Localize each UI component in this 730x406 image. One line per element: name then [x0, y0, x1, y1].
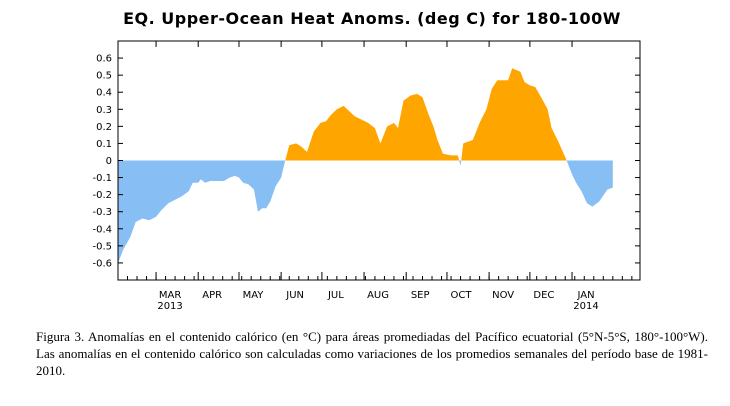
x-tick-label: APR: [202, 290, 222, 301]
plot-frame: [117, 40, 641, 281]
negative-area-segment-2: [459, 160, 462, 166]
negative-area-segment-0: [118, 160, 286, 263]
y-tick-label: -0.1: [92, 173, 112, 184]
y-axis: 0.6 0.5 0.4 0.3 0.2 0.1 0 -0.1 -0.2 -0.3 -0.4 -0.5 -…: [92, 54, 640, 269]
y-tick-label: -0.5: [92, 241, 112, 252]
y-tick-label: 0.5: [96, 71, 112, 82]
chart-title: EQ. Upper-Ocean Heat Anoms. (deg C) for …: [123, 9, 621, 28]
x-tick-label: SEP: [411, 290, 430, 301]
negative-area-segment-4: [566, 160, 613, 207]
figure-caption: Figura 3. Anomalías en el contenido caló…: [36, 329, 708, 378]
negative-anomaly-area: [118, 160, 613, 263]
x-tick-label: OCT: [450, 290, 472, 301]
x-tick-label: MAY: [243, 290, 265, 301]
x-tick-year-label: 2013: [157, 301, 182, 312]
y-tick-label: -0.2: [92, 190, 112, 201]
x-tick-label: MAR: [159, 290, 181, 301]
positive-anomaly-area: [285, 68, 567, 161]
y-tick-label: 0.1: [96, 139, 112, 150]
x-tick-label: JUN: [285, 290, 304, 301]
positive-area-segment-3: [461, 68, 567, 161]
x-tick-label: JUL: [327, 290, 344, 301]
x-tick-label: AUG: [367, 290, 389, 301]
y-tick-label: -0.3: [92, 207, 112, 218]
y-tick-label: 0.3: [96, 105, 112, 116]
x-tick-label: DEC: [533, 290, 554, 301]
y-tick-label: 0.4: [96, 88, 112, 99]
positive-area-segment-1: [285, 93, 460, 161]
x-tick-label: NOV: [492, 290, 514, 301]
y-tick-label: -0.4: [92, 224, 112, 235]
y-tick-label: 0.2: [96, 122, 112, 133]
y-tick-label: 0: [106, 156, 112, 167]
x-tick-label: JAN: [576, 290, 594, 301]
heat-anomaly-chart: EQ. Upper-Ocean Heat Anoms. (deg C) for …: [92, 9, 641, 312]
x-tick-year-label: 2014: [573, 301, 598, 312]
y-tick-label: 0.6: [96, 54, 112, 65]
y-tick-label: -0.6: [92, 258, 112, 269]
